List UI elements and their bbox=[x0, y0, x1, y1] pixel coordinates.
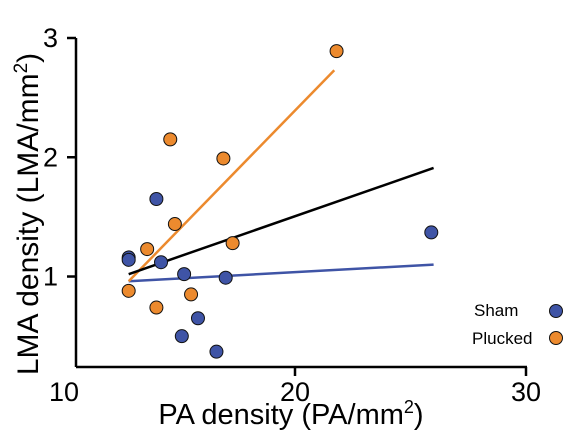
data-point-sham bbox=[121, 252, 136, 267]
data-point-sham bbox=[174, 329, 189, 344]
data-point-sham bbox=[154, 255, 169, 270]
legend-marker-plucked bbox=[549, 331, 563, 345]
trendline-combined bbox=[128, 166, 435, 276]
data-point-plucked bbox=[167, 217, 182, 232]
trendline-sham bbox=[128, 263, 434, 283]
x-axis-title: PA density (PA/mm2) bbox=[158, 397, 423, 431]
y-tick-label: 3 bbox=[43, 23, 58, 53]
data-points bbox=[121, 44, 439, 359]
data-point-plucked bbox=[184, 287, 199, 302]
y-axis-title: LMA density (LMA/mm2) bbox=[11, 53, 45, 375]
trendline-plucked bbox=[127, 69, 336, 283]
legend-label-plucked: Plucked bbox=[472, 329, 532, 348]
data-point-sham bbox=[209, 344, 224, 359]
y-tick-label: 1 bbox=[43, 262, 58, 292]
legend-label-sham: Sham bbox=[474, 301, 518, 320]
trendlines bbox=[127, 69, 435, 283]
legend: Sham Plucked bbox=[472, 301, 563, 348]
data-point-sham bbox=[177, 267, 192, 282]
data-point-plucked bbox=[216, 151, 231, 166]
data-point-sham bbox=[424, 225, 439, 240]
x-tick-label: 20 bbox=[280, 377, 310, 407]
data-point-sham bbox=[190, 311, 205, 326]
data-point-plucked bbox=[329, 44, 344, 59]
data-point-plucked bbox=[149, 300, 164, 315]
x-tick-label: 30 bbox=[511, 377, 541, 407]
data-point-plucked bbox=[225, 236, 240, 251]
data-point-sham bbox=[218, 270, 233, 285]
legend-marker-sham bbox=[549, 304, 563, 318]
x-tick-label: 10 bbox=[49, 377, 79, 407]
data-point-plucked bbox=[121, 283, 136, 298]
ticks: 1 2 3 10 20 30 bbox=[43, 23, 541, 407]
data-point-plucked bbox=[140, 242, 155, 257]
data-point-sham bbox=[149, 192, 164, 206]
y-tick-label: 2 bbox=[43, 142, 58, 172]
axes bbox=[74, 38, 527, 369]
data-point-plucked bbox=[163, 132, 178, 147]
